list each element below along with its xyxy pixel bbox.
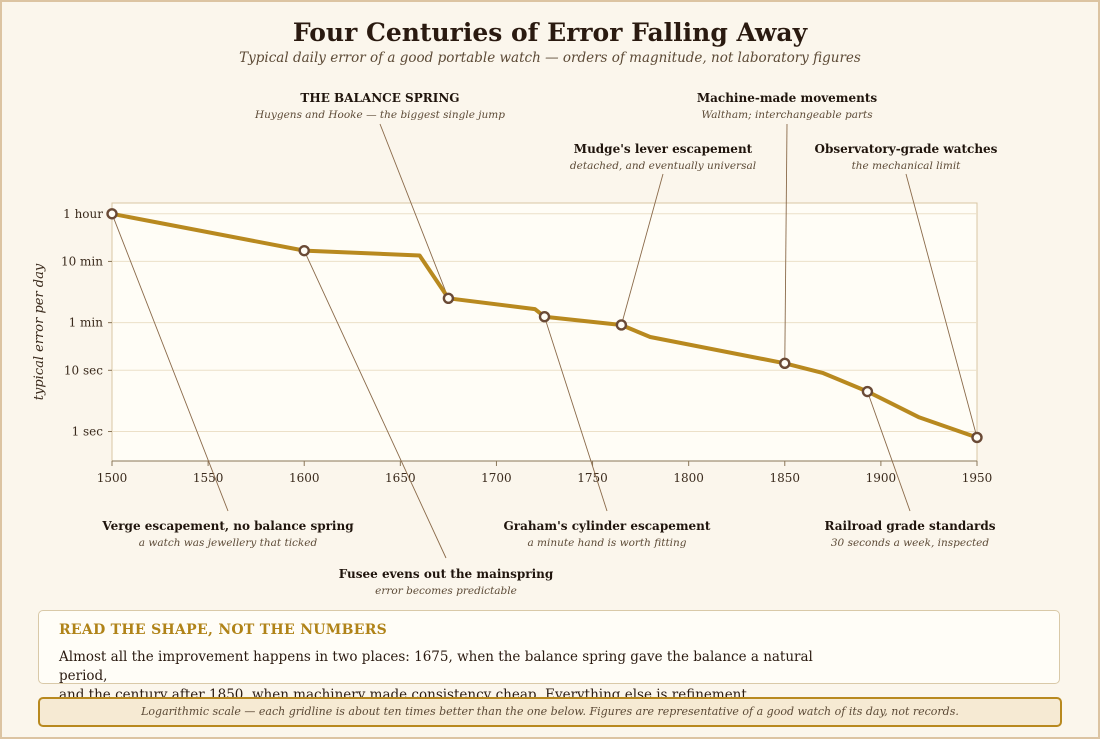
annotation-note: the mechanical limit (852, 160, 962, 172)
annotation-note: Huygens and Hooke — the biggest single j… (254, 109, 505, 121)
x-tick-label: 1950 (962, 471, 993, 485)
error-chart: 1 hour 10 min 1 min 10 sec 1 sec 1500 1550 1600… (32, 91, 998, 597)
annotation-leader (379, 123, 449, 299)
x-tick-label: 1900 (866, 471, 897, 485)
callout-box: READ THE SHAPE, NOT THE NUMBERS Almost a… (38, 610, 1060, 703)
annotation-note: detached, and eventually universal (570, 160, 756, 172)
annotation-note: a watch was jewellery that ticked (139, 537, 318, 549)
milestone-marker (538, 311, 551, 323)
plot-area (111, 202, 978, 462)
annotation-title: Verge escapement, no balance spring (101, 519, 354, 533)
annotation-title: Fusee evens out the mainspring (339, 567, 554, 581)
milestone-marker (779, 357, 791, 370)
x-tick-label: 1600 (289, 471, 320, 485)
annotation-leader (867, 391, 911, 512)
annotation-note: 30 seconds a week, inspected (831, 537, 990, 549)
annotation-title: Railroad grade standards (825, 519, 996, 533)
annotation-leader (905, 173, 978, 438)
annotation-leader (303, 250, 447, 559)
callout-heading: READ THE SHAPE, NOT THE NUMBERS (59, 622, 388, 638)
chart-title: Four Centuries of Error Falling Away (292, 18, 808, 47)
x-tick-label: 1550 (193, 471, 224, 485)
annotation-leader (111, 213, 229, 512)
annotation-title: Machine-made movements (697, 91, 878, 105)
y-axis-label: typical error per day (32, 263, 47, 400)
milestone-marker (106, 208, 118, 220)
scale-footnote: Logarithmic scale — each gridline is abo… (38, 697, 1062, 727)
annotation-note: Waltham; interchangeable parts (701, 109, 873, 121)
annotation-leader (784, 123, 788, 364)
milestone-marker (615, 319, 628, 331)
y-tick-label: 10 sec (64, 363, 103, 377)
y-tick-label: 1 hour (63, 207, 103, 221)
y-tick-label: 1 min (69, 316, 104, 330)
x-tick-label: 1850 (770, 471, 801, 485)
milestone-marker (442, 292, 455, 304)
annotation-leader (620, 173, 664, 326)
milestone-marker (298, 244, 310, 257)
annotation-leader (544, 316, 608, 512)
y-tick-label: 1 sec (72, 425, 104, 439)
annotation-note: error becomes predictable (375, 585, 517, 597)
milestone-marker (971, 431, 983, 444)
annotation-title: THE BALANCE SPRING (300, 91, 459, 105)
y-tick-label: 10 min (61, 254, 103, 268)
milestone-marker (861, 385, 874, 398)
annotation-title: Mudge's lever escapement (574, 142, 753, 156)
x-tick-label: 1750 (577, 471, 608, 485)
annotation-title: Graham's cylinder escapement (504, 519, 711, 533)
annotation-note: a minute hand is worth fitting (527, 537, 686, 549)
chart-subtitle: Typical daily error of a good portable w… (239, 50, 861, 66)
x-tick-label: 1500 (97, 471, 128, 485)
x-tick-label: 1700 (481, 471, 512, 485)
x-tick-label: 1800 (673, 471, 704, 485)
callout-line-1: Almost all the improvement happens in tw… (59, 649, 813, 684)
annotation-title: Observatory-grade watches (815, 142, 998, 156)
